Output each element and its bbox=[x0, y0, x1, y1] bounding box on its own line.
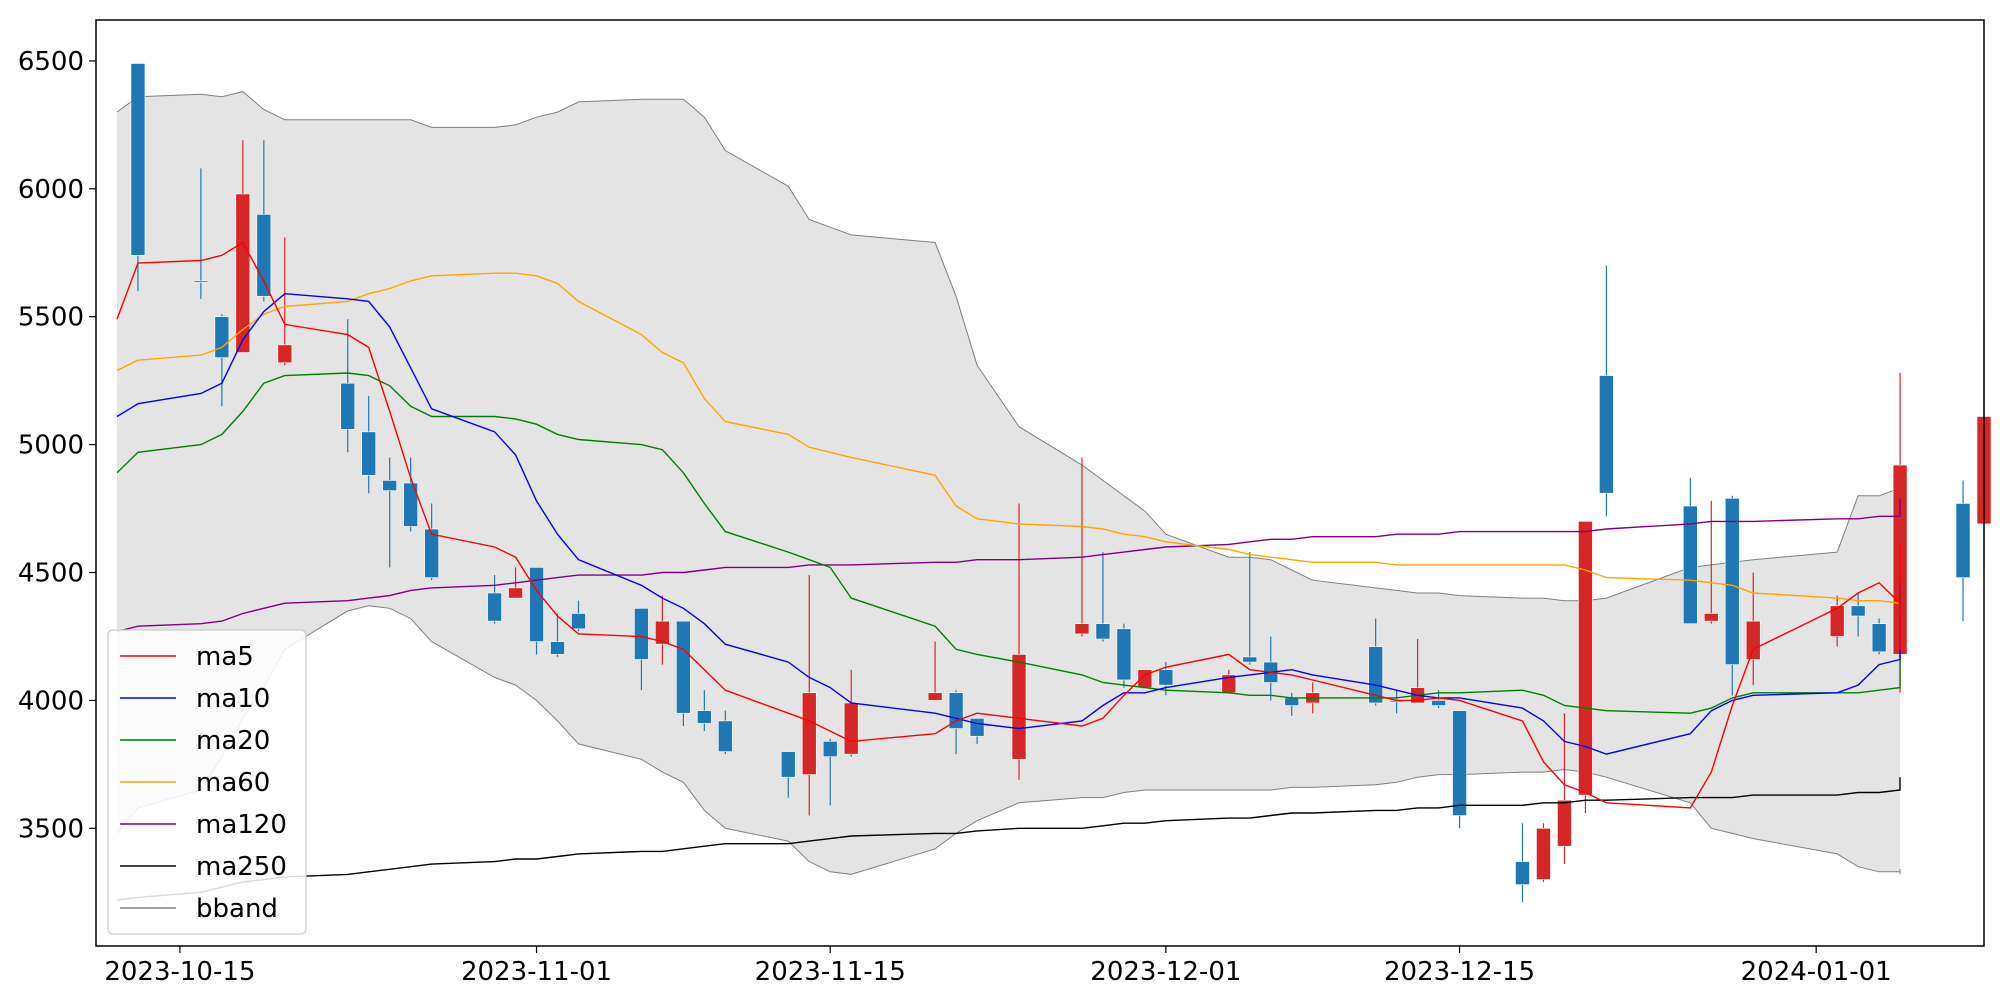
candle-body bbox=[382, 480, 397, 491]
legend-label-ma20: ma20 bbox=[196, 726, 270, 756]
candle-body bbox=[1871, 623, 1887, 653]
candle-body bbox=[361, 431, 377, 476]
candle-body bbox=[1683, 505, 1698, 624]
candle-body bbox=[718, 720, 733, 752]
y-tick-label: 6000 bbox=[18, 175, 84, 205]
candle-body bbox=[1599, 375, 1614, 494]
y-tick-label: 4500 bbox=[18, 559, 84, 589]
candle-body bbox=[256, 214, 272, 297]
legend-label-bband: bband bbox=[196, 894, 278, 924]
candle-body bbox=[571, 613, 586, 630]
candle-body bbox=[1578, 521, 1593, 796]
legend-box bbox=[107, 629, 307, 935]
y-tick-label: 3500 bbox=[18, 814, 84, 844]
bband-lower-line bbox=[116, 605, 1901, 875]
candle-body bbox=[927, 692, 943, 701]
x-tick-label: 2023-11-01 bbox=[461, 957, 612, 987]
candle-body bbox=[1850, 605, 1866, 617]
y-tick-label: 5500 bbox=[18, 303, 84, 333]
candle-body bbox=[529, 567, 544, 642]
candle-body bbox=[1515, 861, 1530, 885]
x-tick-label: 2024-01-01 bbox=[1741, 957, 1892, 987]
bband-upper-line bbox=[116, 91, 1901, 602]
x-tick-label: 2023-12-01 bbox=[1090, 957, 1241, 987]
candle-body bbox=[1431, 700, 1446, 706]
candle-body bbox=[655, 620, 670, 645]
candle-body bbox=[1095, 623, 1111, 640]
candle-body bbox=[508, 587, 523, 599]
plot-frame bbox=[95, 19, 1985, 947]
candle-body bbox=[634, 608, 649, 660]
candle-body bbox=[1284, 697, 1300, 706]
candle-body bbox=[780, 751, 796, 778]
candle-body bbox=[214, 316, 230, 358]
candle-body bbox=[822, 741, 838, 758]
candle-body bbox=[340, 382, 356, 430]
x-tick-label: 2023-11-15 bbox=[755, 957, 906, 987]
candle-body bbox=[1452, 710, 1467, 816]
candle-body bbox=[1724, 498, 1740, 665]
axes: 3500 4000 4500 5000 5500 6000 6500 2023-10-15 20… bbox=[18, 47, 1892, 987]
candle-body bbox=[1368, 646, 1383, 704]
candle-body bbox=[130, 63, 146, 256]
y-tick-label: 6500 bbox=[18, 47, 84, 77]
candle-body bbox=[550, 641, 565, 655]
legend-label-ma5: ma5 bbox=[196, 642, 254, 672]
x-tick-label: 2023-12-15 bbox=[1384, 957, 1535, 987]
candle-body bbox=[403, 482, 418, 527]
candle-body bbox=[424, 528, 439, 578]
legend: ma5 ma10 ma20 ma60 ma120 ma250 bband bbox=[107, 629, 307, 935]
ma10-line bbox=[116, 292, 1901, 755]
y-tick-label: 4000 bbox=[18, 686, 84, 716]
candle-body bbox=[487, 592, 502, 622]
candle-body bbox=[1536, 828, 1551, 880]
candle-body bbox=[235, 193, 251, 353]
candle-body bbox=[969, 718, 985, 737]
legend-label-ma60: ma60 bbox=[196, 768, 270, 798]
ma60-line bbox=[116, 272, 1901, 616]
candle-body bbox=[1829, 605, 1845, 637]
ma20-line bbox=[116, 372, 1901, 714]
candle-body bbox=[1955, 503, 1971, 578]
candle-body bbox=[1557, 799, 1572, 847]
ma250-line bbox=[116, 777, 1901, 901]
candle-body bbox=[697, 710, 712, 724]
candle-body bbox=[277, 344, 293, 364]
legend-label-ma120: ma120 bbox=[196, 810, 287, 840]
moving-average-lines bbox=[116, 241, 1901, 901]
candle-body bbox=[801, 692, 817, 775]
candle-body bbox=[1745, 620, 1761, 660]
candle-body bbox=[193, 280, 209, 283]
candle-body bbox=[1116, 628, 1132, 681]
candle-body bbox=[1074, 623, 1090, 635]
candle-body bbox=[1011, 654, 1027, 760]
y-tick-label: 5000 bbox=[18, 431, 84, 461]
ma5-line bbox=[116, 241, 1901, 809]
legend-label-ma250: ma250 bbox=[196, 852, 287, 882]
candle-body bbox=[1242, 656, 1258, 663]
candle-body bbox=[1703, 613, 1719, 622]
candle-body bbox=[676, 620, 691, 714]
candle-body bbox=[843, 702, 859, 755]
candle-body bbox=[1158, 669, 1174, 686]
ma120-line bbox=[116, 498, 1901, 633]
x-tick-label: 2023-10-15 bbox=[104, 957, 255, 987]
legend-label-ma10: ma10 bbox=[196, 684, 270, 714]
